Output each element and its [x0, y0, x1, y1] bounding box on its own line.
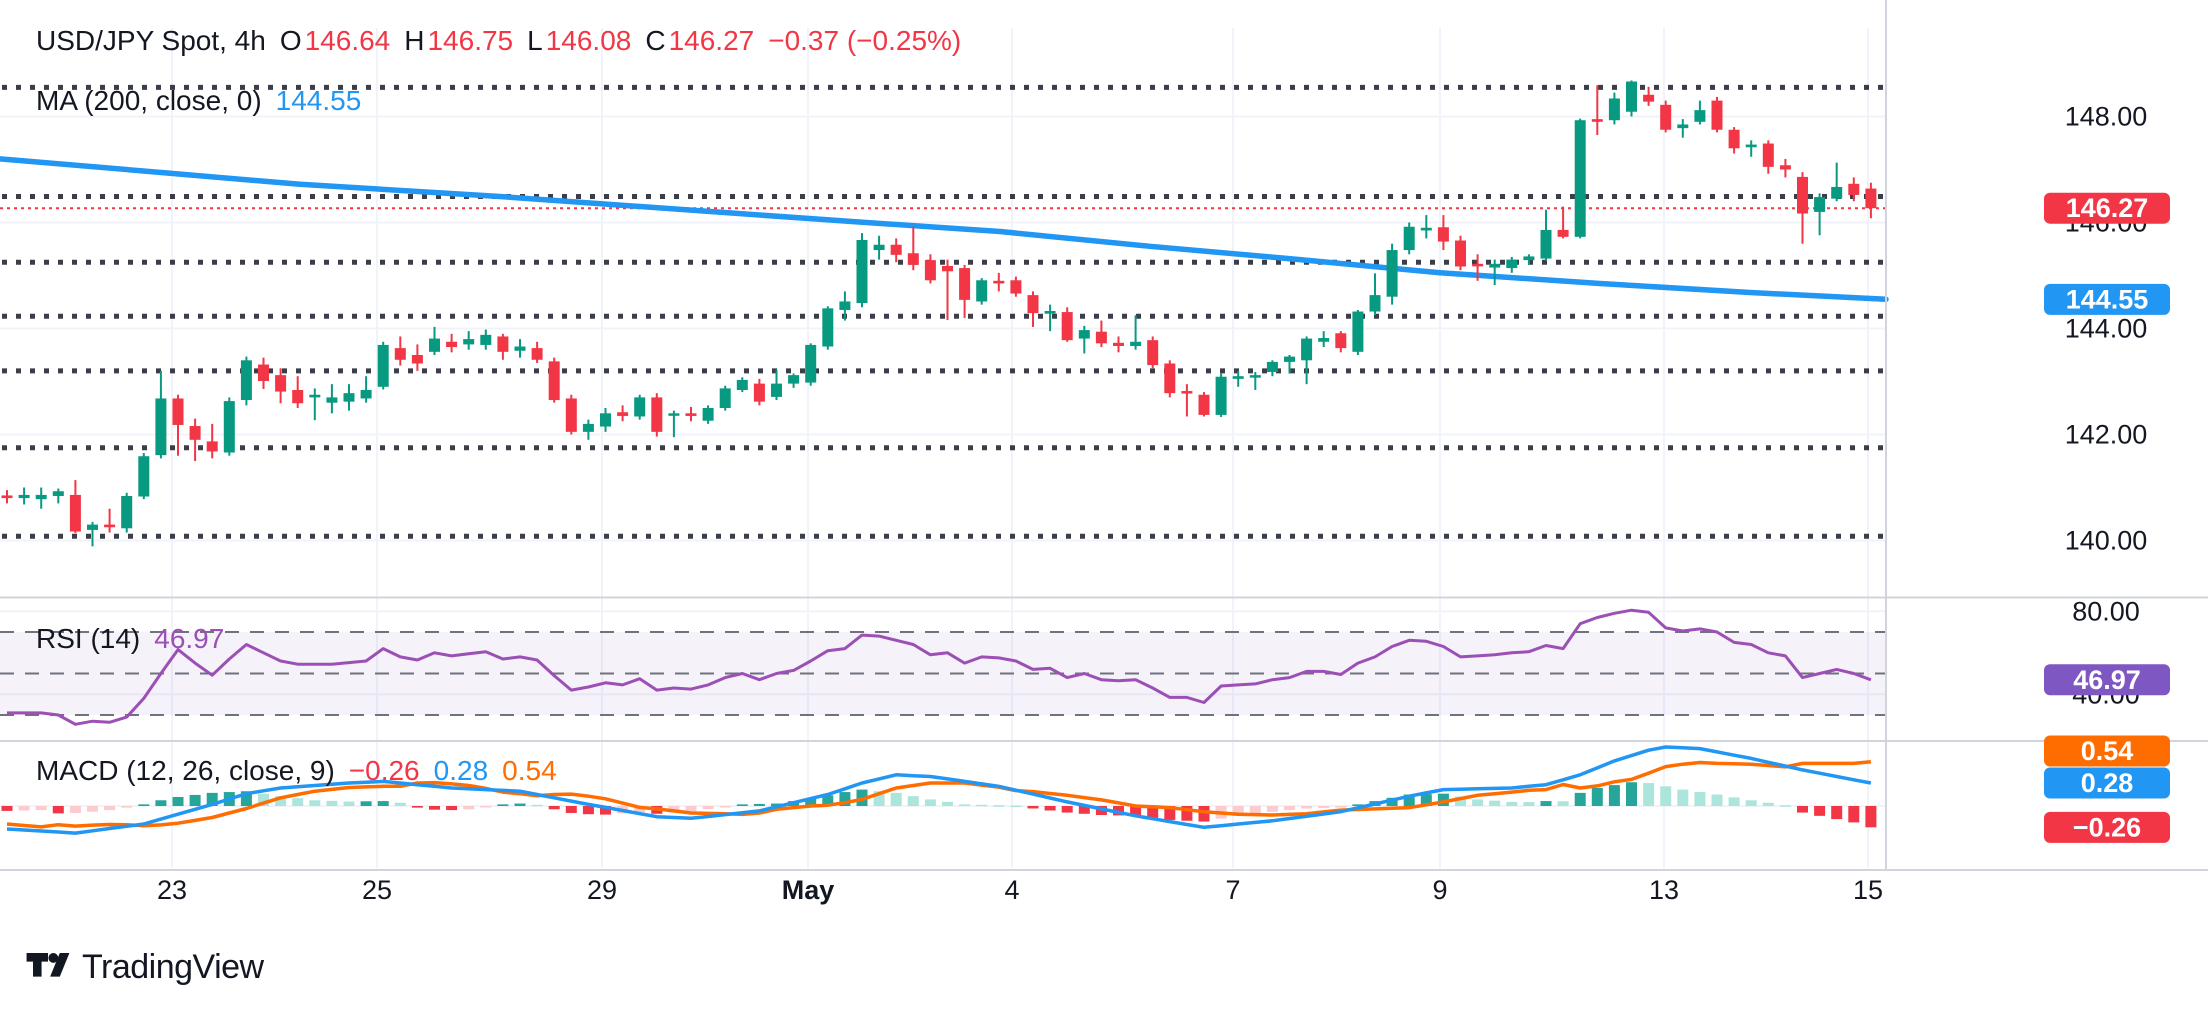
svg-text:148.00: 148.00 [2065, 102, 2148, 132]
svg-text:146.27: 146.27 [2066, 193, 2149, 223]
panel-borders [0, 0, 2208, 871]
price-change: −0.37 (−0.25%) [768, 25, 962, 56]
rsi-legend-value: 46.97 [154, 623, 225, 654]
tradingview-wordmark: TradingView [82, 948, 264, 986]
candles-layer [1, 80, 1877, 547]
svg-text:23: 23 [157, 875, 187, 905]
svg-text:0.54: 0.54 [2081, 736, 2134, 766]
symbol-title: USD/JPY Spot, 4h [36, 25, 266, 56]
svg-text:144.55: 144.55 [2066, 284, 2149, 314]
macd-signal-line [6, 759, 1872, 829]
svg-text:29: 29 [587, 875, 617, 905]
ohlc-close: C 146.27 [645, 25, 755, 56]
ma-legend-title: MA (200, close, 0) [36, 85, 262, 116]
rsi-legend: RSI (14) 46.97 [36, 622, 224, 656]
ma-legend-value: 144.55 [275, 85, 362, 116]
svg-text:15: 15 [1853, 875, 1883, 905]
svg-text:140.00: 140.00 [2065, 526, 2148, 556]
macd-legend: MACD (12, 26, close, 9) −0.26 0.28 0.54 [36, 754, 557, 788]
svg-text:46.97: 46.97 [2073, 665, 2141, 695]
ohlc-high: H 146.75 [404, 25, 514, 56]
svg-text:7: 7 [1225, 875, 1240, 905]
macd-legend-title: MACD (12, 26, close, 9) [36, 755, 335, 786]
macd-legend-macd: 0.28 [433, 755, 489, 786]
rsi-legend-title: RSI (14) [36, 623, 141, 654]
ma-line [0, 156, 1889, 303]
tradingview-logo[interactable]: TradingView [26, 948, 264, 987]
svg-text:144.00: 144.00 [2065, 314, 2148, 344]
time-axis-labels: 23 25 29 May 4 7 9 13 15 [157, 875, 1883, 905]
macd-line [6, 745, 1872, 835]
svg-text:−0.26: −0.26 [2073, 812, 2141, 842]
symbol-legend: USD/JPY Spot, 4h O 146.64 H 146.75 L 146… [36, 24, 961, 58]
svg-text:9: 9 [1432, 875, 1447, 905]
ma-legend: MA (200, close, 0) 144.55 [36, 84, 361, 118]
macd-legend-hist: −0.26 [348, 755, 420, 786]
ohlc-low: L 146.08 [527, 25, 632, 56]
svg-text:0.28: 0.28 [2081, 768, 2134, 798]
svg-text:13: 13 [1649, 875, 1679, 905]
svg-text:142.00: 142.00 [2065, 420, 2148, 450]
tradingview-logo-mark-icon [26, 952, 70, 977]
svg-text:25: 25 [362, 875, 392, 905]
svg-text:4: 4 [1004, 875, 1019, 905]
ohlc-open: O 146.64 [279, 25, 391, 56]
key-level-lines [2, 84, 1886, 539]
rsi-line [7, 608, 1872, 726]
axis-badges: 146.27 144.55 46.97 0.540.28 −0.26 [2044, 192, 2170, 843]
macd-legend-signal: 0.54 [502, 755, 557, 786]
rsi-band [0, 631, 1886, 716]
svg-text:May: May [782, 875, 835, 905]
svg-text:80.00: 80.00 [2072, 596, 2140, 626]
